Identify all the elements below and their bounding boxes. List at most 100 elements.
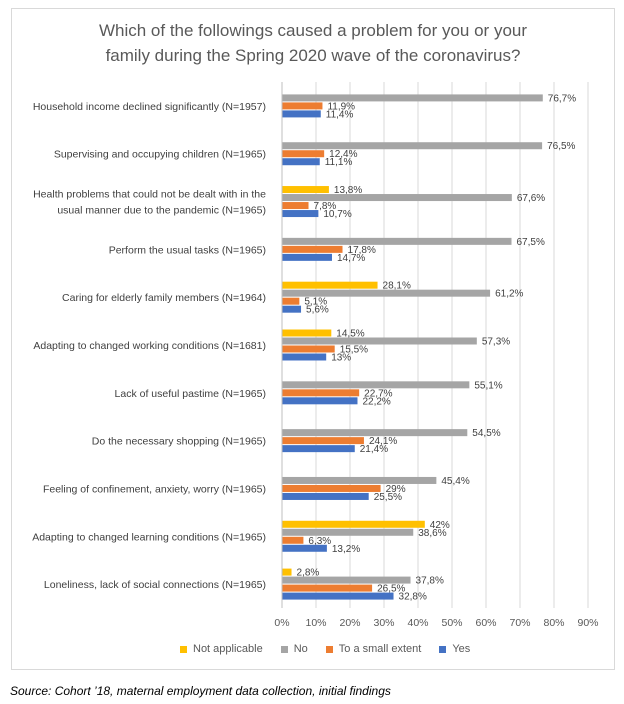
legend-item-not-applicable: Not applicable xyxy=(180,643,263,655)
data-label: 13,8% xyxy=(334,185,362,196)
bar xyxy=(282,437,364,445)
category-label: Lack of useful pastime (N=1965) xyxy=(115,388,266,400)
bar xyxy=(282,520,425,528)
bar xyxy=(282,353,327,361)
category-label: Supervising and occupying children (N=19… xyxy=(54,149,266,161)
x-tick-label: 30% xyxy=(373,617,394,629)
category-label: Caring for elderly family members (N=196… xyxy=(62,292,266,304)
data-label: 24,1% xyxy=(369,436,397,447)
chart-title-line-1: Which of the followings caused a problem… xyxy=(98,21,528,40)
category-label: Household income declined significantly … xyxy=(33,101,266,113)
bar xyxy=(282,337,477,345)
legend-swatch-small-extent xyxy=(325,645,333,653)
data-label: 6,3% xyxy=(308,536,331,547)
data-label: 38,6% xyxy=(418,528,446,539)
chart-title: Which of the followings caused a problem… xyxy=(11,18,615,68)
legend-swatch-yes xyxy=(439,645,447,653)
category-label: Adapting to changed working conditions (… xyxy=(33,340,266,352)
legend-swatch-not-applicable xyxy=(180,645,187,653)
data-label: 22,7% xyxy=(364,388,392,399)
data-label: 29% xyxy=(386,484,406,495)
data-label: 13,2% xyxy=(332,544,360,555)
bar xyxy=(282,245,343,253)
x-tick-label: 70% xyxy=(509,617,530,629)
data-label: 11,9% xyxy=(327,101,355,112)
data-label: 13% xyxy=(331,353,351,364)
bar xyxy=(282,297,300,305)
bar xyxy=(282,389,360,397)
legend-item-no: No xyxy=(280,643,308,655)
bar xyxy=(282,202,309,210)
data-label: 45,4% xyxy=(441,476,469,487)
data-label: 76,7% xyxy=(548,93,576,104)
data-label: 57,3% xyxy=(482,337,510,348)
bar xyxy=(282,305,302,313)
category-label: Do the necessary shopping (N=1965) xyxy=(92,436,266,448)
legend-item-yes: Yes xyxy=(439,643,470,655)
bar xyxy=(282,381,470,389)
data-label: 11,1% xyxy=(325,157,353,168)
bar xyxy=(282,150,325,158)
data-label: 32,8% xyxy=(399,592,427,603)
data-label: 12,4% xyxy=(329,149,357,160)
data-label: 21,4% xyxy=(360,444,388,455)
category-label: Perform the usual tasks (N=1965) xyxy=(109,244,266,256)
data-label: 14,7% xyxy=(337,253,365,264)
bar xyxy=(282,281,378,289)
bar xyxy=(282,102,323,110)
x-tick-label: 90% xyxy=(577,617,598,629)
bar xyxy=(282,584,373,592)
bar xyxy=(282,592,394,600)
bar xyxy=(282,492,369,500)
legend-label-yes: Yes xyxy=(452,643,471,655)
data-label: 76,5% xyxy=(547,141,575,152)
category-label: Adapting to changed learning conditions … xyxy=(32,531,266,543)
data-label: 61,2% xyxy=(495,289,523,300)
bar xyxy=(282,528,414,536)
data-label: 37,8% xyxy=(416,576,444,587)
category-label: Loneliness, lack of social connections (… xyxy=(44,579,266,591)
legend-swatch-no xyxy=(280,645,288,653)
legend-label-no: No xyxy=(293,643,308,655)
legend-label-not-applicable: Not applicable xyxy=(193,643,263,655)
bar xyxy=(282,194,512,202)
data-label: 17,8% xyxy=(348,245,376,256)
x-tick-label: 80% xyxy=(543,617,564,629)
data-label: 10,7% xyxy=(323,209,351,220)
legend-label-small-extent: To a small extent xyxy=(338,643,422,655)
x-tick-label: 10% xyxy=(305,617,326,629)
data-label: 28,1% xyxy=(383,281,411,292)
data-label: 11,4% xyxy=(326,109,354,120)
data-label: 67,6% xyxy=(517,193,545,204)
x-tick-label: 20% xyxy=(339,617,360,629)
bar xyxy=(282,210,319,218)
bar xyxy=(282,397,358,405)
bar xyxy=(282,237,512,245)
data-label: 67,5% xyxy=(517,237,545,248)
x-tick-label: 40% xyxy=(407,617,428,629)
bar xyxy=(282,536,304,544)
category-label: Feeling of confinement, anxiety, worry (… xyxy=(43,483,266,495)
bar xyxy=(282,345,335,353)
data-label: 55,1% xyxy=(474,380,502,391)
bar xyxy=(282,568,292,576)
chart-legend: Not applicable No To a small extent Yes xyxy=(180,643,470,655)
bar xyxy=(282,329,332,337)
x-tick-label: 50% xyxy=(441,617,462,629)
bar xyxy=(282,186,329,194)
x-tick-label: 60% xyxy=(475,617,496,629)
data-label: 54,5% xyxy=(472,428,500,439)
data-label: 5,6% xyxy=(306,305,329,316)
data-label: 42% xyxy=(430,520,450,531)
bar xyxy=(282,158,320,166)
category-label: usual manner due to the pandemic (N=1965… xyxy=(57,205,266,217)
data-label: 5,1% xyxy=(304,297,327,308)
data-label: 15,5% xyxy=(340,345,368,356)
x-tick-label: 0% xyxy=(274,617,289,629)
data-label: 26,5% xyxy=(377,584,405,595)
bar xyxy=(282,94,543,102)
source-note: Source: Cohort ’18, maternal employment … xyxy=(10,684,391,698)
data-label: 2,8% xyxy=(297,568,320,579)
bar xyxy=(282,110,321,118)
